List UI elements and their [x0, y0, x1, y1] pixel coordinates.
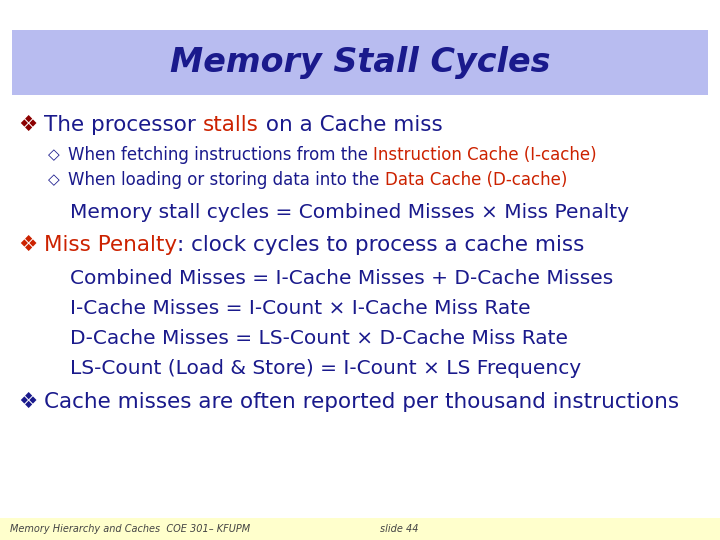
Bar — [0, 518, 720, 540]
Text: on a Cache miss: on a Cache miss — [258, 115, 442, 135]
Text: ❖: ❖ — [18, 235, 37, 255]
Text: When loading or storing data into the: When loading or storing data into the — [68, 171, 384, 189]
Text: ◇: ◇ — [48, 147, 60, 163]
Text: The processor: The processor — [44, 115, 203, 135]
Text: Cache misses are often reported per thousand instructions: Cache misses are often reported per thou… — [44, 392, 679, 412]
Text: Combined Misses = I-Cache Misses + D-Cache Misses: Combined Misses = I-Cache Misses + D-Cac… — [70, 268, 613, 287]
Text: When fetching instructions from the: When fetching instructions from the — [68, 146, 373, 164]
Text: Data Cache (D-cache): Data Cache (D-cache) — [384, 171, 567, 189]
Text: LS-Count (Load & Store) = I-Count × LS Frequency: LS-Count (Load & Store) = I-Count × LS F… — [70, 359, 581, 377]
Text: Memory Stall Cycles: Memory Stall Cycles — [170, 46, 550, 79]
Text: Miss Penalty: Miss Penalty — [44, 235, 177, 255]
Text: Memory Hierarchy and Caches  COE 301– KFUPM: Memory Hierarchy and Caches COE 301– KFU… — [10, 524, 250, 534]
Text: ❖: ❖ — [18, 115, 37, 135]
Text: ◇: ◇ — [48, 172, 60, 187]
Text: : clock cycles to process a cache miss: : clock cycles to process a cache miss — [177, 235, 585, 255]
Text: ❖: ❖ — [18, 392, 37, 412]
Text: Instruction Cache (I-cache): Instruction Cache (I-cache) — [373, 146, 597, 164]
Text: slide 44: slide 44 — [380, 524, 418, 534]
Bar — [12, 30, 708, 95]
Text: stalls: stalls — [203, 115, 258, 135]
Text: Memory stall cycles = Combined Misses × Miss Penalty: Memory stall cycles = Combined Misses × … — [70, 202, 629, 221]
Text: I-Cache Misses = I-Count × I-Cache Miss Rate: I-Cache Misses = I-Count × I-Cache Miss … — [70, 299, 531, 318]
Text: D-Cache Misses = LS-Count × D-Cache Miss Rate: D-Cache Misses = LS-Count × D-Cache Miss… — [70, 328, 568, 348]
